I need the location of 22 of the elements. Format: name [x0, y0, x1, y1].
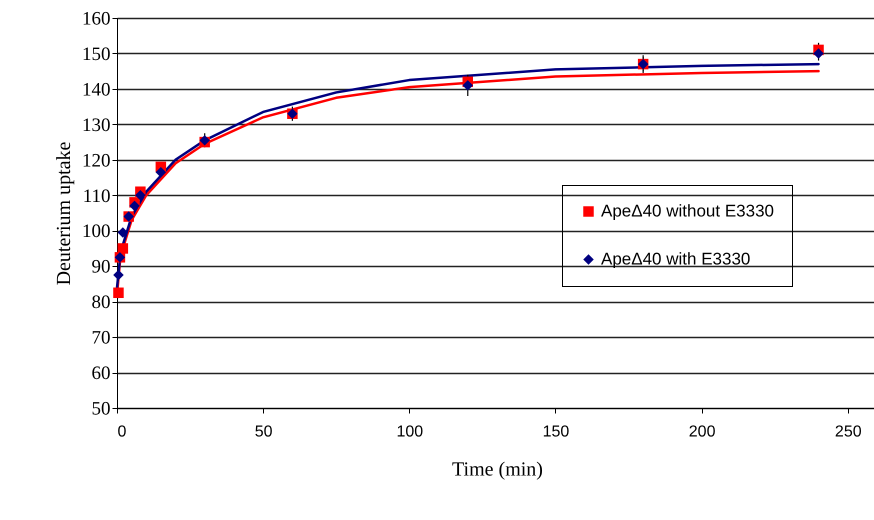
y-tick-label: 60 — [92, 363, 110, 384]
y-tick-label: 120 — [82, 150, 110, 172]
x-tick-label: 200 — [688, 424, 716, 440]
y-tick-label: 140 — [82, 79, 110, 100]
x-tick-label: 0 — [118, 424, 126, 440]
x-tick-label: 250 — [834, 424, 862, 440]
y-tick-label: 70 — [92, 328, 110, 349]
y-tick-label: 110 — [82, 186, 110, 207]
y-tick-label: 130 — [82, 114, 110, 136]
x-tick-label: 100 — [396, 424, 424, 440]
y-tick-label: 80 — [92, 292, 110, 314]
y-axis-title: Deuterium uptake — [53, 141, 75, 286]
x-tick-label: 150 — [542, 424, 570, 440]
y-tick-label: 150 — [82, 44, 110, 65]
legend-label: ApeΔ40 with E3330 — [601, 250, 750, 268]
y-tick-label: 100 — [82, 221, 110, 242]
y-tick-label: 50 — [92, 398, 110, 420]
y-tick-label: 90 — [92, 256, 110, 278]
legend-label: ApeΔ40 without E3330 — [601, 202, 774, 220]
x-axis-title: Time (min) — [452, 458, 543, 480]
x-tick-label: 50 — [254, 424, 273, 440]
y-tick-label: 160 — [82, 8, 110, 30]
